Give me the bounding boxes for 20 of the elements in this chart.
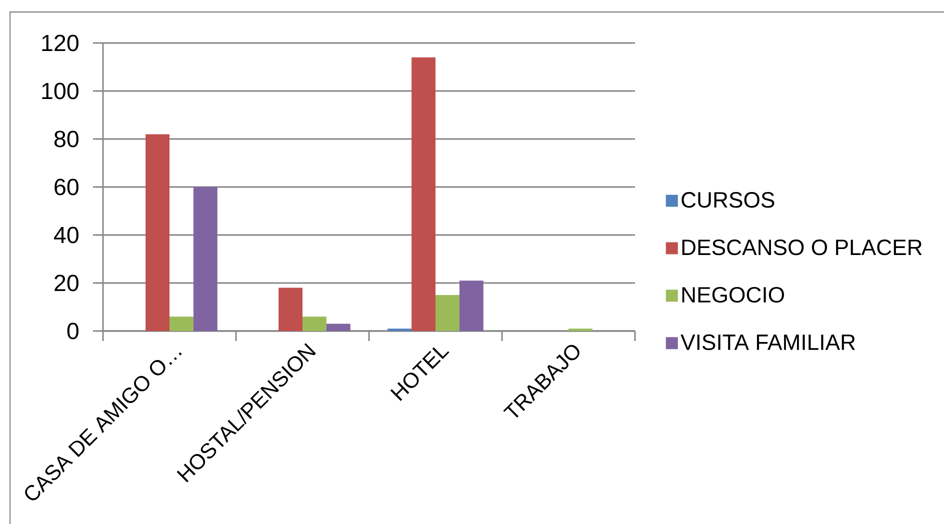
y-tick-label: 80 [54, 130, 78, 148]
y-tick-label: 20 [54, 274, 78, 292]
bar [170, 316, 194, 331]
y-tick-label: 100 [42, 82, 78, 100]
legend-label: NEGOCIO [682, 286, 784, 303]
bar [436, 295, 460, 331]
y-tick-label: 40 [54, 226, 78, 244]
y-tick-label: 0 [67, 322, 78, 340]
legend-label: DESCANSO O PLACER [682, 240, 922, 256]
bar [193, 187, 218, 331]
bar [326, 324, 350, 331]
bar [146, 134, 170, 331]
bar [302, 316, 326, 331]
y-tick-label: 120 [42, 34, 78, 52]
bar [412, 57, 436, 331]
bar [278, 288, 302, 331]
bar [459, 280, 484, 331]
legend-label: CURSOS [682, 192, 774, 208]
legend-label: VISITA FAMILIAR [680, 334, 856, 350]
y-tick-label: 60 [54, 178, 78, 196]
